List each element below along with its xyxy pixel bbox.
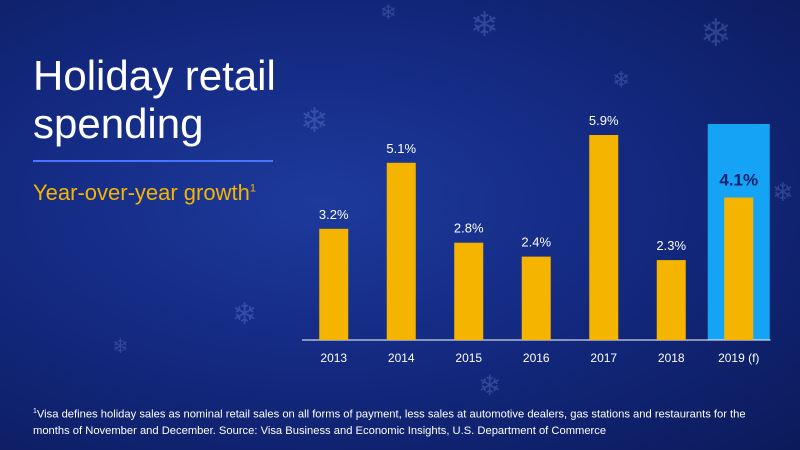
footnote: 1Visa defines holiday sales as nominal r… bbox=[33, 404, 778, 439]
bar bbox=[454, 242, 484, 340]
x-tick-label: 2018 bbox=[658, 351, 685, 365]
bar bbox=[724, 197, 754, 340]
subtitle-text: Year-over-year growth bbox=[33, 180, 250, 205]
snowflake-decoration: ❄ bbox=[112, 334, 129, 358]
bar bbox=[319, 228, 349, 340]
snowflake-decoration: ❄ bbox=[470, 5, 499, 45]
snowflake-decoration: ❄ bbox=[478, 369, 502, 402]
data-label: 5.9% bbox=[589, 113, 619, 128]
bar bbox=[386, 162, 416, 340]
x-tick-label: 2013 bbox=[320, 351, 347, 365]
x-tick-label: 2017 bbox=[590, 351, 617, 365]
data-label: 2.8% bbox=[454, 221, 484, 236]
x-tick-label: 2014 bbox=[388, 351, 415, 365]
snowflake-decoration: ❄ bbox=[772, 178, 794, 208]
snowflake-decoration: ❄ bbox=[232, 297, 258, 332]
data-label: 4.1% bbox=[719, 171, 758, 190]
chart-subtitle: Year-over-year growth1 bbox=[33, 180, 256, 206]
title-divider bbox=[33, 160, 273, 162]
snowflake-decoration: ❄ bbox=[612, 68, 631, 93]
footnote-marker: 1 bbox=[249, 182, 256, 195]
snowflake-decoration: ❄ bbox=[380, 0, 397, 24]
footnote-marker: 1 bbox=[33, 408, 37, 415]
x-tick-label: 2019 (f) bbox=[718, 351, 759, 365]
data-label: 3.2% bbox=[319, 207, 349, 222]
data-label: 5.1% bbox=[386, 141, 416, 156]
snowflake-decoration: ❄ bbox=[700, 11, 732, 55]
page-title: Holiday retail spending bbox=[33, 52, 276, 147]
footnote-text: Visa defines holiday sales as nominal re… bbox=[33, 408, 746, 437]
snowflake-decoration: ❄ bbox=[300, 101, 329, 141]
x-tick-label: 2015 bbox=[455, 351, 482, 365]
data-label: 2.3% bbox=[656, 238, 686, 253]
x-tick-label: 2016 bbox=[523, 351, 550, 365]
data-label: 2.4% bbox=[521, 235, 551, 250]
bar bbox=[521, 256, 551, 340]
bar bbox=[656, 260, 686, 340]
bar bbox=[589, 135, 619, 340]
